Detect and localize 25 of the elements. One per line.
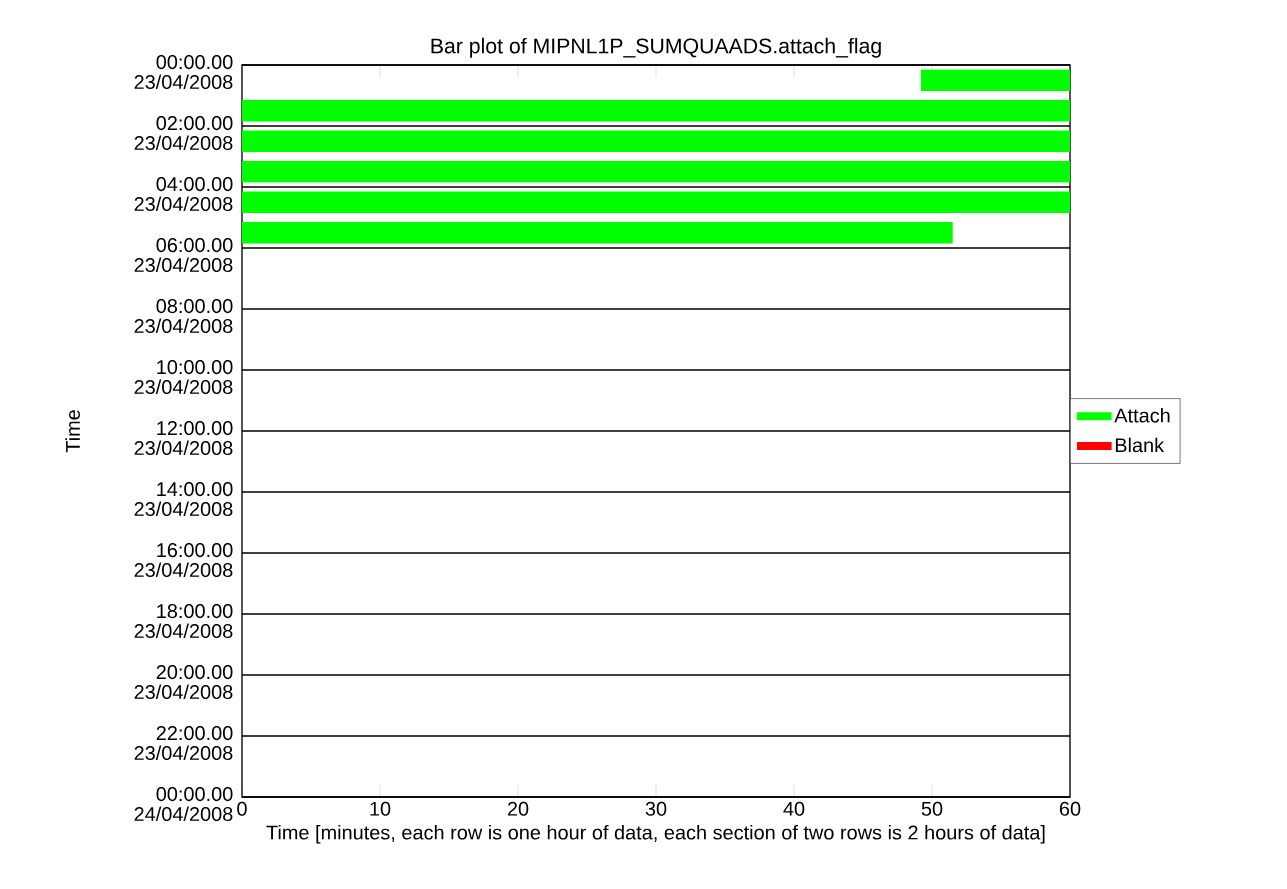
- x-tick-label: 40: [783, 801, 805, 816]
- y-tick-label: 00:00.00 24/04/2008: [134, 787, 233, 822]
- legend-label: Blank: [1115, 437, 1165, 453]
- y-tick-label: 02:00.00 23/04/2008: [134, 116, 233, 151]
- x-tick-label: 0: [237, 801, 247, 816]
- x-axis-title: Time [minutes, each row is one hour of data, each section of two rows is 2 hours of data]: [266, 824, 1045, 844]
- y-tick-label: 22:00.00 23/04/2008: [134, 726, 233, 761]
- y-tick-label: 06:00.00 23/04/2008: [134, 238, 233, 273]
- y-tick-label: 14:00.00 23/04/2008: [134, 482, 233, 517]
- y-tick-label: 20:00.00 23/04/2008: [134, 665, 233, 700]
- y-tick-label: 16:00.00 23/04/2008: [134, 543, 233, 578]
- chart-title: Bar plot of MIPNL1P_SUMQUAADS.attach_flag: [431, 37, 881, 58]
- y-tick-label: 12:00.00 23/04/2008: [134, 421, 233, 456]
- x-tick-label: 20: [507, 801, 529, 816]
- y-tick-label: 10:00.00 23/04/2008: [134, 360, 233, 395]
- y-tick-label: 18:00.00 23/04/2008: [134, 604, 233, 639]
- x-tick-label: 50: [921, 801, 943, 816]
- y-axis-title: Time: [65, 410, 80, 453]
- y-tick-label: 00:00.00 23/04/2008: [134, 55, 233, 90]
- x-tick-label: 60: [1059, 801, 1081, 816]
- y-tick-label: 08:00.00 23/04/2008: [134, 299, 233, 334]
- legend-label: Attach: [1114, 407, 1170, 423]
- x-tick-label: 30: [645, 801, 667, 816]
- y-tick-label: 04:00.00 23/04/2008: [134, 177, 233, 212]
- x-tick-label: 10: [370, 801, 391, 816]
